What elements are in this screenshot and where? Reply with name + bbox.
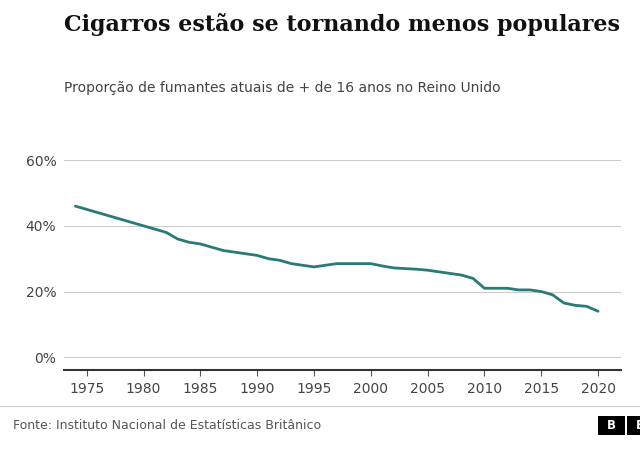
Text: B: B <box>636 419 640 432</box>
Text: Proporção de fumantes atuais de + de 16 anos no Reino Unido: Proporção de fumantes atuais de + de 16 … <box>64 81 500 95</box>
Text: Cigarros estão se tornando menos populares: Cigarros estão se tornando menos popular… <box>64 13 620 36</box>
Text: B: B <box>607 419 616 432</box>
Text: Fonte: Instituto Nacional de Estatísticas Britânico: Fonte: Instituto Nacional de Estatística… <box>13 419 321 432</box>
